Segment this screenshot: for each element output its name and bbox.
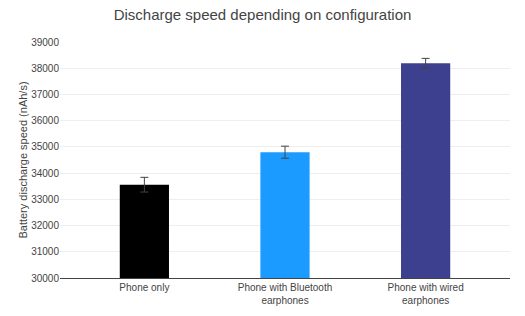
svg-text:30000: 30000 xyxy=(31,273,59,284)
svg-text:33000: 33000 xyxy=(31,194,59,205)
svg-text:Battery discharge speed (nAh/s: Battery discharge speed (nAh/s) xyxy=(17,81,29,238)
svg-text:Phone with Bluetoothearphones: Phone with Bluetoothearphones xyxy=(238,282,333,306)
svg-text:Discharge speed depending on c: Discharge speed depending on configurati… xyxy=(114,6,412,23)
svg-text:Phone with wiredearphones: Phone with wiredearphones xyxy=(388,282,464,306)
svg-text:34000: 34000 xyxy=(31,168,59,179)
svg-text:38000: 38000 xyxy=(31,63,59,74)
svg-text:32000: 32000 xyxy=(31,220,59,231)
svg-text:31000: 31000 xyxy=(31,246,59,257)
svg-text:36000: 36000 xyxy=(31,115,59,126)
svg-text:35000: 35000 xyxy=(31,141,59,152)
svg-text:39000: 39000 xyxy=(31,37,59,48)
svg-text:37000: 37000 xyxy=(31,89,59,100)
svg-text:Phone only: Phone only xyxy=(119,282,169,293)
